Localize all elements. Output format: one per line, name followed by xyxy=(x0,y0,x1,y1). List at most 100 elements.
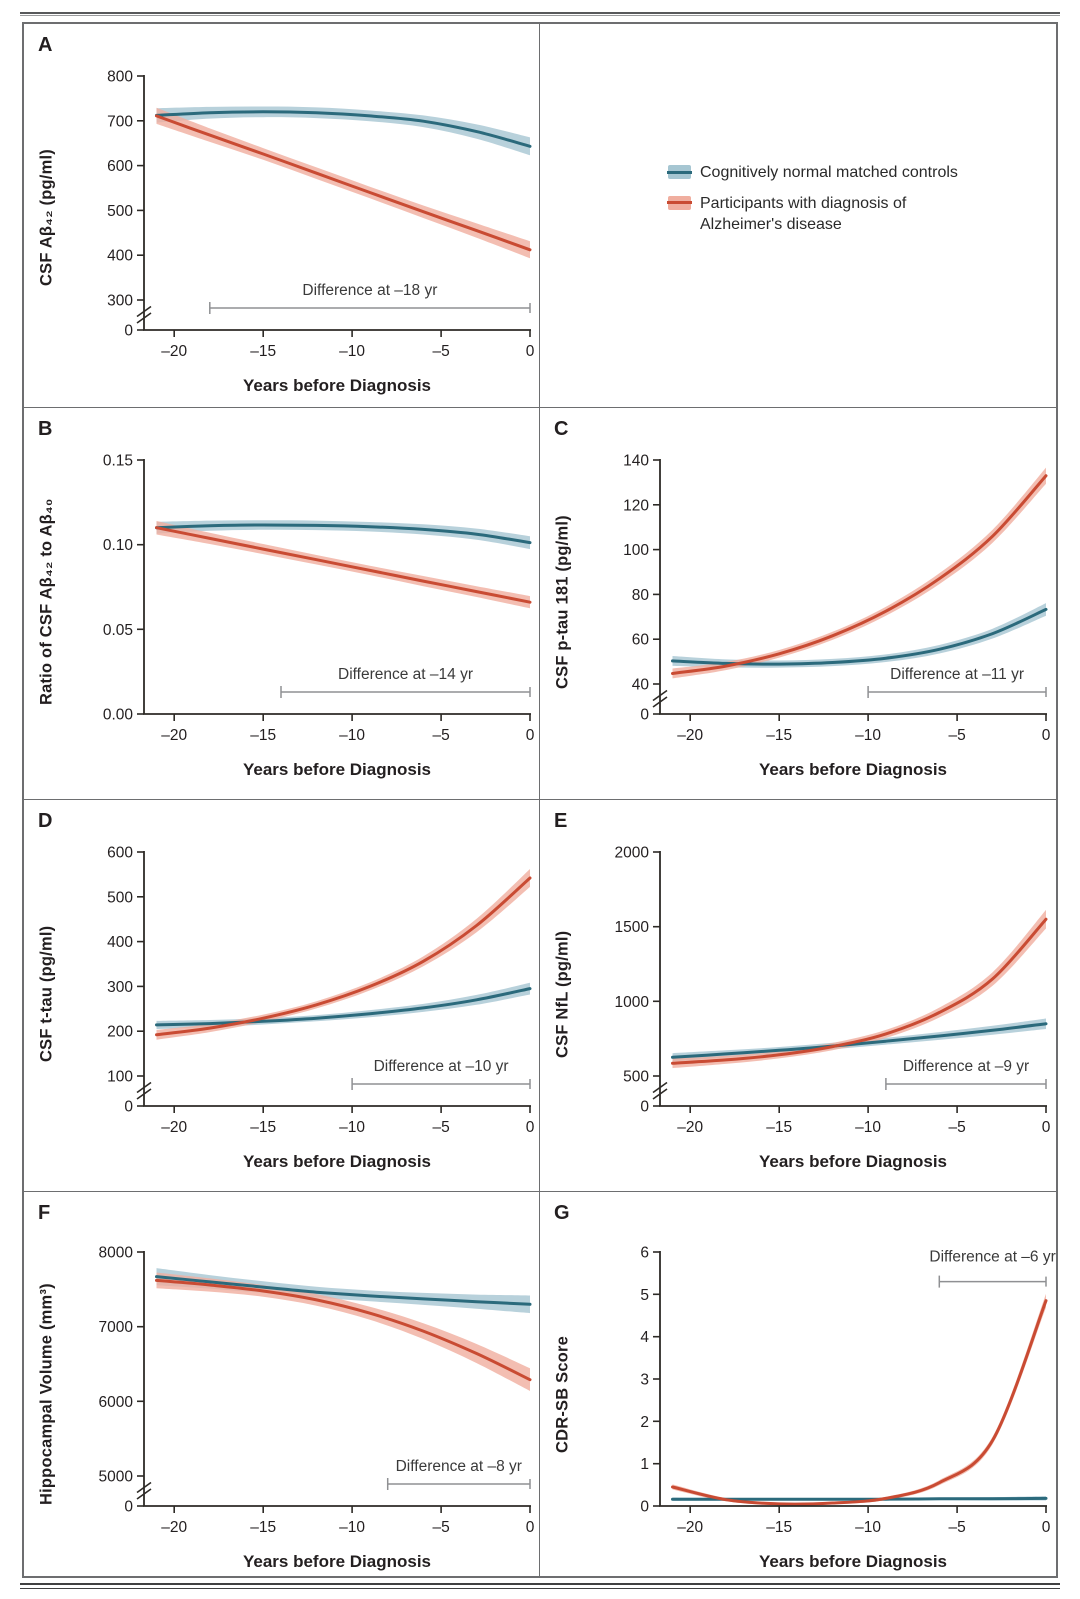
svg-text:–5: –5 xyxy=(948,1119,965,1136)
svg-text:–15: –15 xyxy=(766,1119,792,1136)
panel-A-plot: 300 400 500 600 700 800 0 –20 –15 –10 –5 0 Differenc… xyxy=(107,69,535,361)
svg-text:0.05: 0.05 xyxy=(103,622,133,639)
panel-E: E CSF NfL (pg/ml) 500 1000 1500 2000 0 –20 –15… xyxy=(540,800,1056,1192)
svg-text:0: 0 xyxy=(124,1499,133,1516)
panel-F-x-axis-title: Years before Diagnosis xyxy=(242,1552,432,1571)
panel-F-y-axis-title: Hippocampal Volume (mm³) xyxy=(37,1283,56,1505)
svg-text:–20: –20 xyxy=(161,1119,187,1136)
svg-text:7000: 7000 xyxy=(99,1319,134,1336)
svg-text:1: 1 xyxy=(640,1456,649,1473)
top-rule xyxy=(20,12,1060,16)
svg-text:–10: –10 xyxy=(855,727,881,744)
svg-text:0: 0 xyxy=(1042,1519,1051,1536)
svg-text:0.10: 0.10 xyxy=(103,537,134,554)
svg-text:0: 0 xyxy=(640,1499,649,1516)
svg-text:0: 0 xyxy=(124,323,133,340)
legend: Cognitively normal matched controls Part… xyxy=(667,162,960,245)
svg-text:–5: –5 xyxy=(948,1519,965,1536)
panel-B-y-axis-title: Ratio of CSF Aβ₄₂ to Aβ₄₀ xyxy=(37,498,56,706)
svg-text:800: 800 xyxy=(107,69,133,86)
panel-A-label: A xyxy=(38,34,53,56)
svg-text:–10: –10 xyxy=(855,1119,881,1136)
svg-text:–5: –5 xyxy=(432,343,449,360)
panel-C: C CSF p-tau 181 (pg/ml) 40 60 80 100 120 140 0… xyxy=(540,408,1056,800)
svg-text:–10: –10 xyxy=(339,727,365,744)
panel-F: F Hippocampal Volume (mm³) 5000 6000 7000 8… xyxy=(24,1192,540,1576)
panel-E-y-axis-title: CSF NfL (pg/ml) xyxy=(553,930,572,1058)
panel-C-plot: 40 60 80 100 120 140 0 –20 –15 –10 –5 0 Difference a… xyxy=(623,453,1051,745)
panel-D: D CSF t-tau (pg/ml) 100 200 300 400 500 600 0 –… xyxy=(24,800,540,1192)
legend-item-alzheimers: Participants with diagnosis of Alzheimer… xyxy=(667,193,960,236)
panel-G-plot: 0 1 2 3 4 5 6 –20 –15 –10 –5 0 Difference at –6 yr xyxy=(640,1245,1055,1537)
svg-text:–15: –15 xyxy=(766,1519,792,1536)
svg-text:–15: –15 xyxy=(250,1519,276,1536)
svg-text:3: 3 xyxy=(640,1372,649,1389)
svg-text:0: 0 xyxy=(526,1519,535,1536)
svg-text:0.15: 0.15 xyxy=(103,453,133,470)
panel-D-y-axis-title: CSF t-tau (pg/ml) xyxy=(37,925,56,1063)
svg-text:Difference at –14 yr: Difference at –14 yr xyxy=(338,666,473,683)
svg-text:–15: –15 xyxy=(766,727,792,744)
svg-text:2: 2 xyxy=(640,1414,649,1431)
svg-text:300: 300 xyxy=(107,979,133,996)
svg-text:–10: –10 xyxy=(339,1119,365,1136)
svg-text:0: 0 xyxy=(1042,1119,1051,1136)
svg-text:0.00: 0.00 xyxy=(103,707,134,724)
svg-text:Difference at –18 yr: Difference at –18 yr xyxy=(302,282,437,299)
svg-text:–20: –20 xyxy=(677,1519,703,1536)
svg-text:400: 400 xyxy=(107,934,133,951)
svg-text:0: 0 xyxy=(526,343,535,360)
panel-C-y-axis-title: CSF p-tau 181 (pg/ml) xyxy=(553,515,572,689)
panel-D-x-axis-title: Years before Diagnosis xyxy=(242,1152,432,1171)
svg-text:–15: –15 xyxy=(250,343,276,360)
panel-D-label: D xyxy=(38,810,53,832)
svg-text:0: 0 xyxy=(640,707,649,724)
panel-E-plot: 500 1000 1500 2000 0 –20 –15 –10 –5 0 Difference a… xyxy=(615,845,1051,1137)
panel-C-x-axis-title: Years before Diagnosis xyxy=(758,760,948,779)
svg-text:–5: –5 xyxy=(432,727,449,744)
panel-B-label: B xyxy=(38,418,53,440)
svg-text:500: 500 xyxy=(107,203,133,220)
panel-C-label: C xyxy=(554,418,569,440)
svg-text:Difference at –11 yr: Difference at –11 yr xyxy=(890,666,1024,683)
panel-D-plot: 100 200 300 400 500 600 0 –20 –15 –10 –5 0 Differenc… xyxy=(107,845,535,1137)
svg-text:–5: –5 xyxy=(432,1519,449,1536)
panel-G-x-axis-title: Years before Diagnosis xyxy=(758,1552,948,1571)
svg-text:–15: –15 xyxy=(250,1119,276,1136)
panel-A-x-axis-title: Years before Diagnosis xyxy=(242,376,432,395)
svg-text:0: 0 xyxy=(124,1099,133,1116)
panel-G-label: G xyxy=(554,1202,570,1224)
svg-text:4: 4 xyxy=(640,1329,649,1346)
svg-text:600: 600 xyxy=(107,158,133,175)
legend-item-controls: Cognitively normal matched controls xyxy=(667,162,960,184)
svg-text:0: 0 xyxy=(526,1119,535,1136)
panel-A-y-axis-title: CSF Aβ₄₂ (pg/ml) xyxy=(37,149,56,287)
svg-text:200: 200 xyxy=(107,1024,133,1041)
svg-text:8000: 8000 xyxy=(99,1245,134,1262)
panel-G: G CDR-SB Score 0 1 2 3 4 5 6 –20 –15 –10 –5 0 Differ… xyxy=(540,1192,1056,1576)
svg-text:6000: 6000 xyxy=(99,1394,134,1411)
legend-label-controls: Cognitively normal matched controls xyxy=(700,164,958,181)
svg-text:400: 400 xyxy=(107,248,133,265)
svg-text:500: 500 xyxy=(107,889,133,906)
svg-text:Difference at –8 yr: Difference at –8 yr xyxy=(396,1458,522,1475)
svg-text:Difference at –9 yr: Difference at –9 yr xyxy=(903,1058,1029,1075)
svg-text:300: 300 xyxy=(107,293,133,310)
legend-swatch-controls-icon xyxy=(667,165,692,179)
svg-text:–20: –20 xyxy=(161,727,187,744)
svg-text:0: 0 xyxy=(640,1099,649,1116)
svg-text:1500: 1500 xyxy=(615,919,650,936)
svg-text:120: 120 xyxy=(623,497,649,514)
panel-G-y-axis-title: CDR-SB Score xyxy=(553,1335,572,1453)
svg-text:–10: –10 xyxy=(339,343,365,360)
svg-text:–5: –5 xyxy=(432,1119,449,1136)
svg-text:0: 0 xyxy=(1042,727,1051,744)
svg-text:5: 5 xyxy=(640,1287,649,1304)
svg-text:–20: –20 xyxy=(677,1119,703,1136)
svg-text:80: 80 xyxy=(632,587,650,604)
svg-text:–5: –5 xyxy=(948,727,965,744)
svg-text:–20: –20 xyxy=(161,343,187,360)
svg-text:140: 140 xyxy=(623,453,649,470)
svg-text:5000: 5000 xyxy=(99,1469,134,1486)
